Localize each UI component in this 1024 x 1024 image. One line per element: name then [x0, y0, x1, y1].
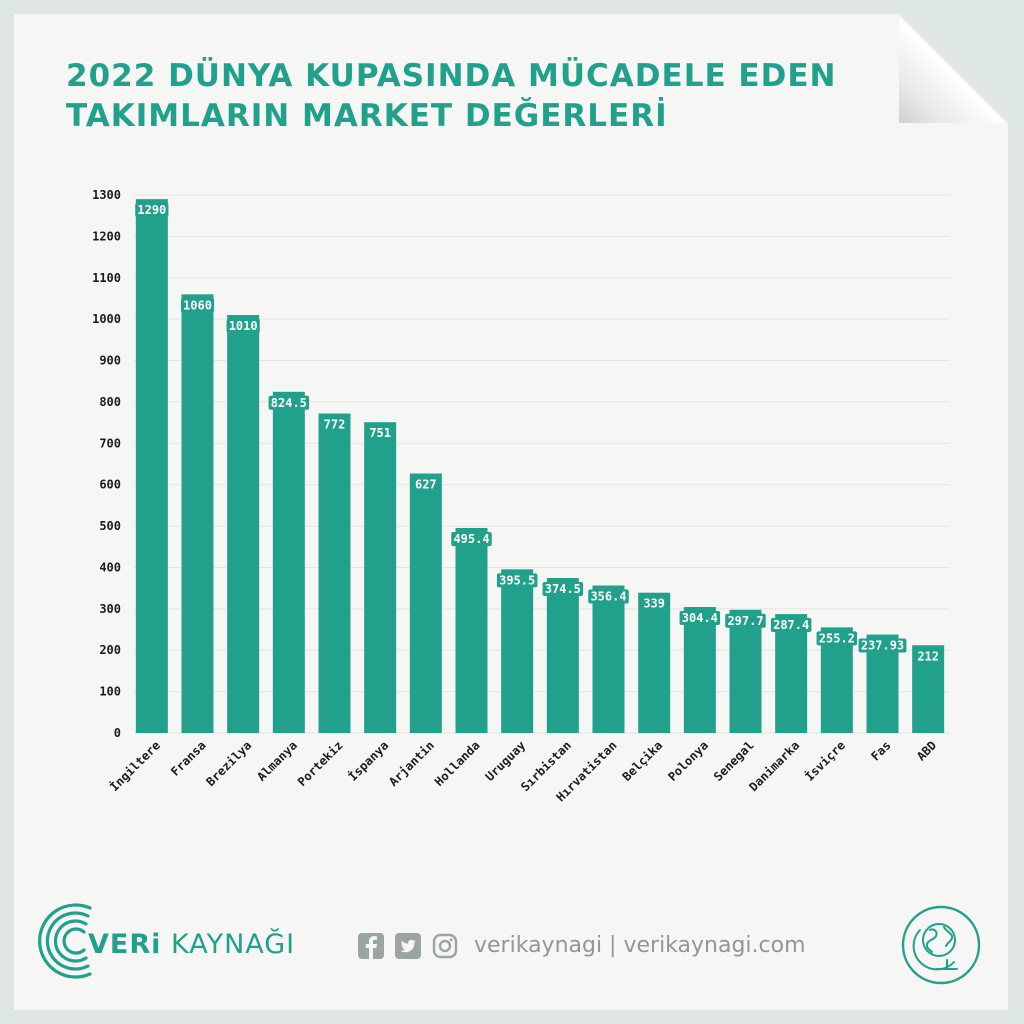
data-label-background	[496, 573, 538, 588]
bar	[683, 607, 716, 733]
data-label-background	[135, 203, 169, 218]
twitter-icon[interactable]	[395, 933, 421, 959]
page-background	[14, 14, 1008, 1010]
brand-name-rest: KAYNAĞI	[161, 929, 296, 960]
brand-name-bold: VERi	[88, 929, 162, 960]
veri-kaynagi-logo-icon	[38, 903, 92, 979]
y-tick-label: 1100	[92, 271, 121, 285]
y-tick-label: 1300	[92, 188, 121, 202]
x-tick-label: Almanya	[254, 738, 300, 784]
data-label-background	[367, 426, 394, 441]
data-label-background	[641, 596, 668, 611]
bar	[775, 614, 808, 733]
y-tick-label: 400	[99, 560, 121, 574]
y-tick-label: 1200	[92, 229, 121, 243]
data-label: 304.4	[682, 611, 718, 625]
bar	[272, 391, 305, 733]
data-label-background	[816, 631, 858, 646]
bar	[364, 422, 397, 733]
data-label: 495.4	[453, 532, 489, 546]
x-tick-label: Fransa	[168, 738, 209, 779]
bar	[592, 585, 625, 733]
data-label-background	[412, 477, 439, 492]
x-tick-label: Belçika	[620, 738, 666, 784]
instagram-icon[interactable]	[432, 933, 458, 959]
y-tick-label: 200	[99, 643, 121, 657]
y-tick-label: 300	[99, 602, 121, 616]
y-tick-label: 600	[99, 478, 121, 492]
bar	[181, 294, 214, 733]
data-label-background	[679, 611, 721, 626]
x-tick-label: Brezilya	[204, 738, 255, 789]
x-tick-label: Hollanda	[432, 738, 483, 789]
data-label: 297.7	[727, 614, 763, 628]
bar	[638, 592, 671, 733]
bar	[455, 527, 488, 733]
data-label-background	[542, 582, 584, 597]
y-tick-label: 0	[114, 726, 121, 740]
facebook-icon[interactable]	[358, 933, 384, 959]
data-label-background	[725, 613, 766, 628]
globe-icon	[901, 905, 981, 985]
bar	[501, 569, 534, 733]
data-label: 287.4	[773, 618, 809, 632]
data-label-background	[451, 531, 492, 546]
x-tick-label: Uruguay	[483, 738, 529, 784]
x-tick-label: Portekiz	[295, 738, 346, 789]
data-label-background	[321, 417, 348, 432]
data-label: 1010	[229, 319, 258, 333]
y-tick-label: 700	[99, 436, 121, 450]
y-tick-label: 800	[99, 395, 121, 409]
y-tick-label: 500	[99, 519, 121, 533]
bar	[546, 578, 579, 733]
data-label: 627	[415, 478, 437, 492]
data-label: 356.4	[590, 590, 626, 604]
x-tick-label: İsviçre	[802, 738, 848, 784]
data-label: 255.2	[819, 631, 855, 645]
bar	[409, 473, 442, 733]
bar	[135, 199, 168, 734]
x-tick-label: ABD	[914, 738, 939, 763]
data-label-background	[915, 649, 942, 664]
data-label: 824.5	[271, 396, 307, 410]
data-label: 751	[369, 426, 391, 440]
x-tick-label: Polonya	[665, 738, 711, 784]
data-label: 374.5	[545, 582, 581, 596]
x-tick-label: İngiltere	[106, 738, 163, 795]
bar	[318, 413, 351, 733]
data-label: 772	[324, 418, 346, 432]
chart-title-line-1: 2022 DÜNYA KUPASINDA MÜCADELE EDEN	[66, 58, 837, 94]
x-tick-label: Arjantin	[386, 738, 437, 789]
x-tick-label: Senegal	[711, 738, 757, 784]
chart-title-line-2: TAKIMLARIN MARKET DEĞERLERİ	[66, 98, 668, 134]
bar-chart: 0 100 200 300 400 500 600 700 800 900 1000 1100 1200…	[92, 188, 950, 804]
bar	[729, 609, 762, 733]
data-label: 237.93	[861, 639, 904, 653]
data-label: 395.5	[499, 573, 535, 587]
data-label-background	[268, 395, 310, 410]
social-handle[interactable]: verikaynagi | verikaynagi.com	[474, 933, 806, 958]
data-label: 1290	[137, 203, 166, 217]
data-label-background	[226, 319, 260, 334]
data-label-background	[588, 589, 629, 604]
brand-name: VERi KAYNAĞI	[88, 929, 295, 960]
y-tick-label: 900	[99, 354, 121, 368]
data-label: 212	[917, 649, 939, 663]
x-tick-label: Fas	[868, 738, 893, 763]
y-tick-label: 1000	[92, 312, 121, 326]
data-label: 339	[643, 597, 665, 611]
y-tick-label: 100	[99, 685, 121, 699]
data-label-background	[770, 618, 812, 633]
data-label-background	[858, 638, 907, 653]
data-label-background	[180, 298, 215, 313]
bar	[227, 315, 260, 733]
x-tick-label: İspanya	[345, 738, 391, 784]
data-label: 1060	[183, 298, 212, 312]
